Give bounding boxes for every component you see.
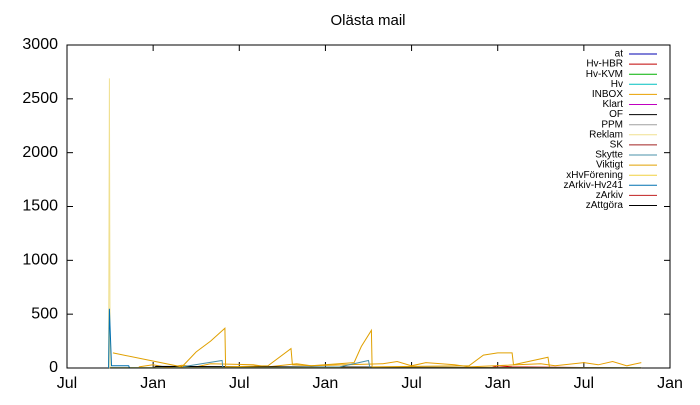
y-tick-label: 1500 — [22, 198, 58, 215]
series-line — [112, 327, 550, 368]
legend-label: Reklam — [589, 129, 623, 140]
x-tick-label: Jan — [485, 375, 511, 392]
y-tick-label: 0 — [49, 359, 58, 376]
x-tick-label: Jul — [229, 375, 249, 392]
y-tick-label: 1000 — [22, 252, 58, 269]
legend-label: SK — [610, 140, 624, 151]
y-tick-label: 500 — [31, 305, 58, 322]
y-tick-label: 3000 — [22, 36, 58, 53]
plot-frame — [66, 44, 671, 369]
x-tick-label: Jul — [574, 375, 594, 392]
legend-label: zAttgöra — [586, 200, 624, 211]
legend-label: INBOX — [592, 89, 623, 100]
x-tick-label: Jan — [140, 375, 166, 392]
legend-label: Hv-HBR — [586, 59, 623, 70]
legend-label: Viktigt — [596, 160, 623, 171]
y-tick-label: 2500 — [22, 90, 58, 107]
x-tick-label: Jul — [401, 375, 421, 392]
x-tick-label: Jul — [57, 375, 77, 392]
y-tick-label: 2000 — [22, 144, 58, 161]
legend-label: OF — [609, 109, 623, 120]
legend-label: Hv — [611, 79, 623, 90]
legend-label: xHvFörening — [566, 170, 623, 181]
chart-title: Olästa mail — [330, 12, 405, 29]
series-line — [108, 78, 642, 369]
legend-label: zArkiv-Hv241 — [564, 180, 624, 191]
x-tick-label: Jan — [313, 375, 339, 392]
legend-label: Skytte — [595, 150, 623, 161]
legend-label: Klart — [602, 99, 623, 110]
legend-label: Hv-KVM — [586, 69, 623, 80]
legend-label: at — [615, 49, 624, 60]
legend-label: zArkiv — [596, 190, 623, 201]
x-tick-label: Jan — [657, 375, 683, 392]
series-line — [108, 308, 130, 369]
legend-label: PPM — [601, 119, 623, 130]
